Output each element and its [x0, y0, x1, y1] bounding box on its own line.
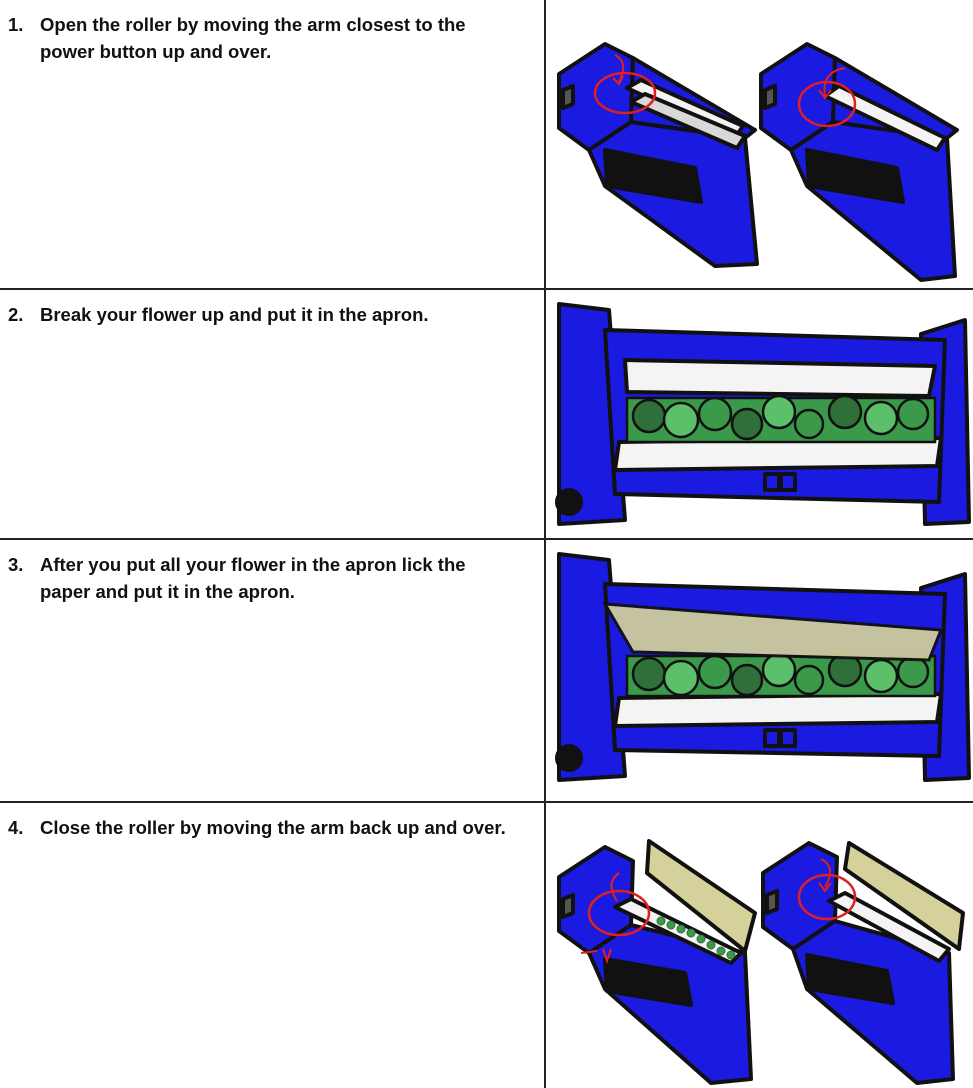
row-divider: [0, 288, 973, 290]
step-row-4: 4. Close the roller by moving the arm ba…: [0, 803, 973, 1088]
step-number: 3.: [8, 554, 24, 575]
row-divider: [0, 801, 973, 803]
flower-pile: [625, 394, 937, 444]
step-cell-3: 3. After you put all your flower in the …: [0, 540, 544, 802]
step-text: After you put all your flower in the apr…: [40, 554, 466, 602]
roller-machine-open-view-b: [759, 42, 959, 282]
step-row-2: 2. Break your flower up and put it in th…: [0, 290, 973, 539]
rolling-paper: [602, 602, 944, 662]
step-row-1: 1. Open the roller by moving the arm clo…: [0, 0, 973, 289]
step-illustration-1: [545, 0, 973, 289]
roller-machine-open-view-a: [557, 42, 759, 268]
step-text: Open the roller by moving the arm closes…: [40, 14, 466, 62]
step-cell-2: 2. Break your flower up and put it in th…: [0, 290, 544, 539]
arm-rotate-arrow-icon: [797, 67, 857, 128]
flower-pile: [656, 916, 736, 960]
step-number: 1.: [8, 14, 24, 35]
step-number: 4.: [8, 817, 24, 838]
roller-machine-closing-view-a: [557, 839, 757, 1085]
red-circle-annotation-icon: [593, 54, 657, 115]
red-circle-annotation-icon: [580, 872, 651, 965]
roller-machine-closing-view-b: [761, 841, 965, 1085]
step-text: Close the roller by moving the arm back …: [40, 817, 506, 838]
column-divider: [544, 0, 546, 1088]
arm-rotate-arrow-icon: [797, 858, 857, 921]
step-illustration-3: [545, 540, 973, 802]
step-row-3: 3. After you put all your flower in the …: [0, 540, 973, 802]
step-illustration-4: [545, 803, 973, 1088]
step-illustration-2: [545, 290, 973, 539]
row-divider: [0, 538, 973, 540]
step-text: Break your flower up and put it in the a…: [40, 304, 429, 325]
step-cell-1: 1. Open the roller by moving the arm clo…: [0, 0, 544, 289]
step-number: 2.: [8, 304, 24, 325]
step-cell-4: 4. Close the roller by moving the arm ba…: [0, 803, 544, 1088]
